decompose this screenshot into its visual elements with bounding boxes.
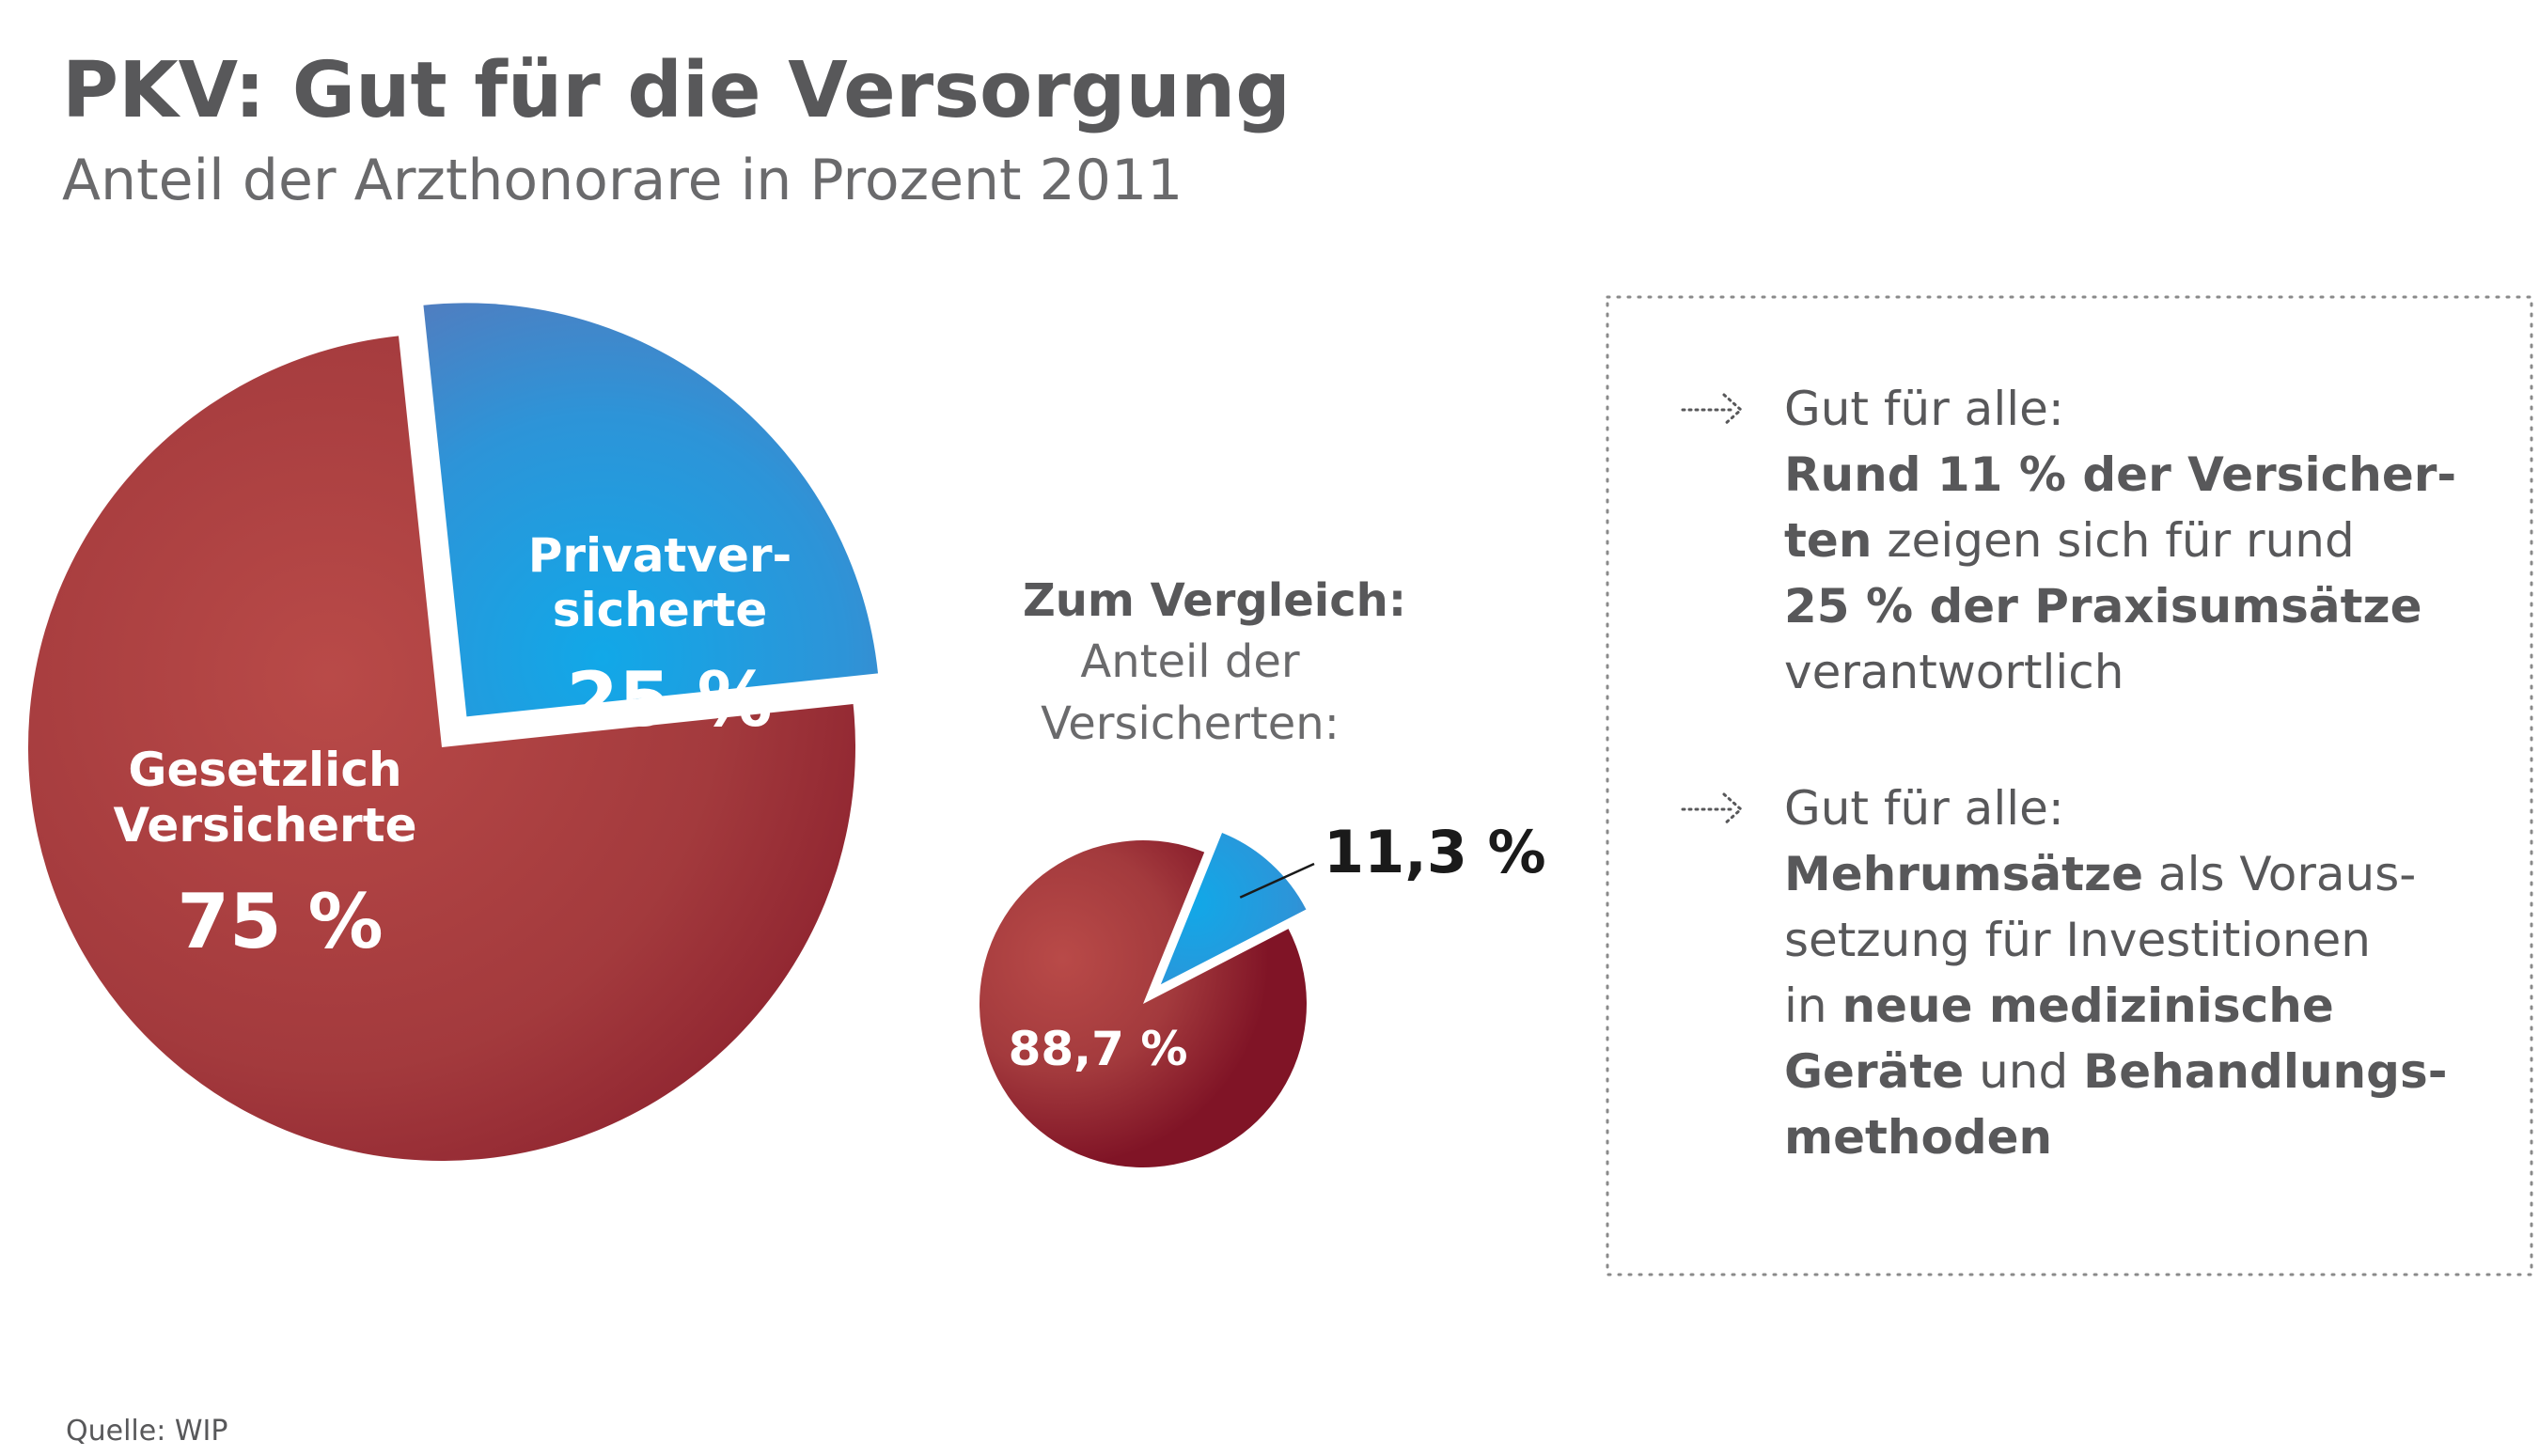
note-line: Geräte und Behandlungs-	[1784, 1044, 2447, 1099]
comparison-heading: Zum Vergleich: Anteil der Versicherten:	[1023, 574, 1406, 750]
note-line: in neue medizinische	[1784, 978, 2334, 1033]
comparison-title: Zum Vergleich:	[1023, 574, 1406, 627]
note-line: methoden	[1784, 1110, 2052, 1165]
note-line: ten zeigen sich für rund	[1784, 513, 2355, 568]
slice-value-privat: 25 %	[566, 656, 772, 744]
notes-box	[1606, 295, 2533, 1276]
slice-value-gesetzlich: 75 %	[177, 878, 383, 965]
slice-label-privat-line-1: Privatver-	[528, 528, 792, 583]
notes-list: Gut für alle: Rund 11 % der Versicher-ten…	[1681, 382, 2456, 1165]
source-note: Quelle: WIP	[66, 1415, 227, 1448]
slice-label-privat-line-2: sicherte	[553, 583, 768, 637]
note-line: 25 % der Praxisumsätze	[1784, 579, 2422, 634]
slice-label-gesetzlich-line-1: Gesetzlich	[128, 743, 401, 797]
pie-slice-gkv-versicherte	[980, 840, 1308, 1168]
dotted-arrow-icon	[1681, 792, 1744, 826]
note-line: Mehrumsätze als Voraus-	[1784, 847, 2416, 901]
slice-label-gesetzlich-line-2: Versicherte	[113, 798, 416, 853]
pie-chart-arzthonorare	[27, 303, 879, 1161]
note-line: setzung für Investitionen	[1784, 913, 2371, 967]
pie-chart-arzthonorare-labels: Privatver-sicherte 25 % GesetzlichVersiche…	[113, 528, 791, 965]
note-heading: Gut für alle:	[1784, 382, 2064, 436]
slice-value-pkv-versicherte: 11,3 %	[1324, 818, 1546, 886]
note-item: Gut für alle: Rund 11 % der Versicher-ten…	[1681, 382, 2456, 699]
dotted-arrow-icon	[1681, 393, 1744, 427]
note-item: Gut für alle: Mehrumsätze als Voraus-setz…	[1681, 781, 2447, 1165]
comparison-subtitle-line-1: Anteil der	[1080, 635, 1300, 688]
leader-line-pkv	[1239, 862, 1315, 899]
comparison-subtitle-line-2: Versicherten:	[1041, 697, 1340, 750]
pie-slice-privatversicherte	[423, 303, 879, 717]
pie-slice-pkv-versicherte	[1160, 832, 1307, 985]
slice-value-gkv-versicherte: 88,7 %	[1009, 1022, 1188, 1076]
note-heading: Gut für alle:	[1784, 781, 2064, 836]
pie-chart-versicherte	[980, 832, 1308, 1168]
chart-title: PKV: Gut für die Versorgung	[62, 46, 1291, 135]
pie-slice-gesetzlich-versicherte	[27, 336, 856, 1161]
chart-subtitle: Anteil der Arzthonorare in Prozent 2011	[62, 148, 1183, 213]
note-line: Rund 11 % der Versicher-	[1784, 447, 2456, 502]
note-line: verantwortlich	[1784, 645, 2124, 699]
pie-chart-versicherte-labels: 11,3 % 88,7 %	[1009, 818, 1546, 1076]
